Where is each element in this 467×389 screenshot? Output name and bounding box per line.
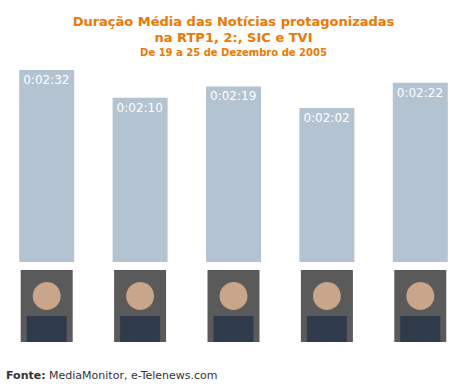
svg-text:0:02:22: 0:02:22 — [397, 86, 443, 100]
svg-text:0:02:19: 0:02:19 — [210, 89, 256, 103]
svg-text:Duração Média das Notícias pro: Duração Média das Notícias protagonizada… — [73, 14, 395, 29]
svg-text:0:02:02: 0:02:02 — [303, 111, 349, 125]
svg-text:na RTP1, 2:, SIC e TVI: na RTP1, 2:, SIC e TVI — [155, 30, 313, 45]
svg-text:0:02:32: 0:02:32 — [23, 73, 69, 87]
svg-text:0:02:10: 0:02:10 — [117, 101, 163, 115]
svg-text:De 19 a 25 de Dezembro de 2005: De 19 a 25 de Dezembro de 2005 — [140, 47, 327, 58]
svg-text:MediaMonitor, e-Telenews.com: MediaMonitor, e-Telenews.com — [46, 369, 218, 382]
svg-text:Fonte:: Fonte: — [6, 369, 46, 382]
